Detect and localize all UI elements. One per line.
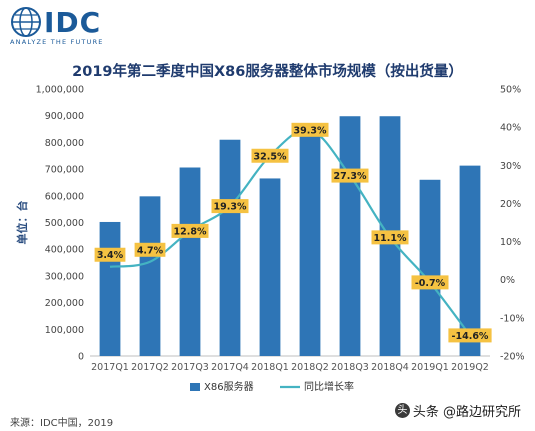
x-tick-label: 2019Q2 [451,362,489,373]
y-tick-label: 100,000 [45,325,84,336]
y-tick-label: 500,000 [45,218,84,229]
y2-tick-label: -10% [500,313,525,324]
idc-globe-icon [11,7,41,37]
data-label: 32.5% [254,151,287,162]
growth-rate-line [109,128,471,337]
bar-2017Q4 [219,139,241,356]
y-tick-label: 400,000 [45,245,84,256]
data-label-box [331,168,369,183]
data-label-box [371,230,409,245]
y2-tick-label: 20% [500,199,521,210]
y-tick-label: 600,000 [45,191,84,202]
data-label-box [251,148,289,163]
legend-bar-label: X86服务器 [204,380,254,393]
y2-tick-label: 40% [500,123,521,134]
bar-2019Q2 [459,165,481,356]
y2-tick-label: 50% [500,85,521,96]
x-tick-label: 2017Q3 [171,362,209,373]
data-label: 39.3% [294,125,327,136]
y-tick-label: 1,000,000 [36,85,84,96]
y-tick-label: 200,000 [45,298,84,309]
y2-tick-label: 30% [500,161,521,172]
data-label-box [411,275,449,290]
y-tick-label: 900,000 [45,111,84,122]
legend-line-label: 同比增长率 [304,380,354,393]
data-label-box [448,328,492,343]
data-label: 3.4% [97,250,124,261]
bar-2018Q3 [339,116,361,356]
y2-tick-label: 0% [500,275,515,286]
data-label: 12.8% [174,226,207,237]
logo-text: IDC [44,6,102,39]
data-label-box [171,223,209,238]
source-note: 来源：IDC中国，2019 [10,418,114,429]
y-axis-label: 单位：台 [15,201,29,245]
watermark: 头 头条 @路边研究所 [394,401,521,420]
toutiao-account-icon: 头 [394,403,410,418]
chart-title: 2019年第二季度中国X86服务器整体市场规模（按出货量） [72,64,463,80]
bar-2017Q3 [179,167,201,356]
bar-2017Q2 [139,196,161,356]
data-label: 27.3% [334,171,367,182]
logo-tagline: ANALYZE THE FUTURE [10,38,104,46]
legend-bar-swatch [190,383,200,391]
bar-2017Q1 [99,221,121,356]
data-label-box [211,199,249,214]
x-tick-label: 2018Q3 [331,362,369,373]
y-tick-label: 800,000 [45,138,84,149]
bar-2018Q2 [299,133,321,356]
data-label: 4.7% [137,245,164,256]
data-label: 11.1% [374,233,407,244]
x-tick-label: 2018Q1 [251,362,289,373]
x-tick-label: 2018Q2 [291,362,329,373]
x-tick-label: 2019Q1 [411,362,449,373]
watermark-text: 头条 @路边研究所 [412,405,521,420]
data-label-box [134,242,166,257]
y-tick-label: 300,000 [45,271,84,282]
y2-tick-label: -20% [500,352,525,363]
data-label: -0.7% [415,278,446,289]
data-label: -14.6% [452,331,489,342]
x-tick-label: 2018Q4 [371,362,409,373]
y2-tick-label: 10% [500,237,521,248]
bar-2019Q1 [419,179,441,356]
idc-logo: IDC ANALYZE THE FUTURE [10,6,102,46]
data-label: 19.3% [214,202,247,213]
data-label-box [291,122,329,137]
data-label-box [94,247,126,262]
x-tick-label: 2017Q1 [91,362,129,373]
bar-2018Q1 [259,178,281,356]
y-tick-label: 700,000 [45,165,84,176]
x-tick-label: 2017Q4 [211,362,249,373]
y-tick-label: 0 [78,352,84,363]
x-tick-label: 2017Q2 [131,362,169,373]
